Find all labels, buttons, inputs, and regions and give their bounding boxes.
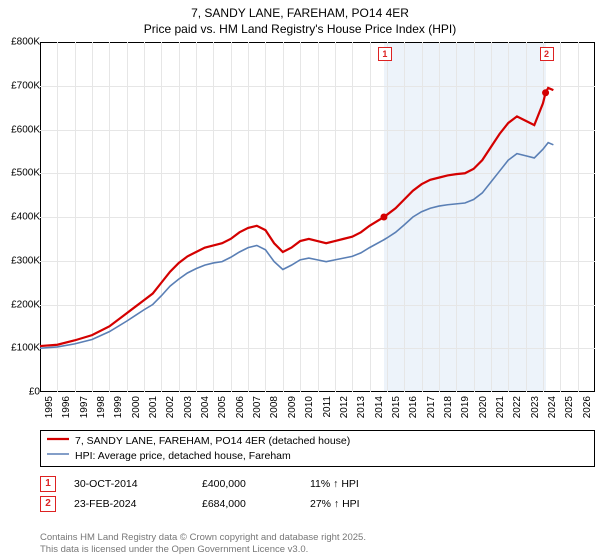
- x-tick-label: 2017: [426, 396, 437, 418]
- data-point-date: 23-FEB-2024: [74, 498, 184, 510]
- data-point-table: 1 30-OCT-2014 £400,000 11% ↑ HPI 2 23-FEB-202…: [40, 476, 595, 516]
- x-tick-label: 2023: [530, 396, 541, 418]
- data-point-row: 2 23-FEB-2024 £684,000 27% ↑ HPI: [40, 496, 595, 512]
- x-tick-label: 2021: [495, 396, 506, 418]
- legend-label: 7, SANDY LANE, FAREHAM, PO14 4ER (detach…: [75, 434, 350, 449]
- legend-item: HPI: Average price, detached house, Fare…: [47, 449, 588, 464]
- legend-swatch: [47, 434, 69, 449]
- data-point-delta: 27% ↑ HPI: [310, 498, 360, 510]
- data-point-row: 1 30-OCT-2014 £400,000 11% ↑ HPI: [40, 476, 595, 492]
- marker-label: 1: [378, 47, 392, 61]
- x-tick-label: 1997: [79, 396, 90, 418]
- y-tick-label: £800K: [11, 37, 40, 48]
- x-tick-label: 2014: [374, 396, 385, 418]
- x-tick-label: 2011: [322, 396, 333, 418]
- x-tick-label: 2018: [443, 396, 454, 418]
- x-tick-label: 2019: [460, 396, 471, 418]
- x-tick-label: 2024: [547, 396, 558, 418]
- marker-label: 1: [40, 476, 56, 492]
- y-tick-label: £400K: [11, 212, 40, 223]
- x-tick-label: 2015: [391, 396, 402, 418]
- marker-dot: [542, 89, 549, 96]
- x-tick-label: 2000: [131, 396, 142, 418]
- x-tick-label: 2006: [235, 396, 246, 418]
- x-tick-label: 2013: [356, 396, 367, 418]
- x-tick-label: 2002: [165, 396, 176, 418]
- footer-line2: This data is licensed under the Open Gov…: [40, 544, 366, 556]
- x-tick-label: 1998: [96, 396, 107, 418]
- x-tick-label: 1995: [44, 396, 55, 418]
- y-tick-label: £600K: [11, 124, 40, 135]
- x-tick-label: 2022: [512, 396, 523, 418]
- y-tick-label: £100K: [11, 343, 40, 354]
- x-tick-label: 2003: [183, 396, 194, 418]
- marker-dot: [380, 214, 387, 221]
- chart-title: 7, SANDY LANE, FAREHAM, PO14 4ER Price p…: [0, 0, 600, 37]
- series-line: [40, 88, 553, 346]
- x-tick-label: 2007: [252, 396, 263, 418]
- x-tick-label: 1999: [113, 396, 124, 418]
- x-tick-label: 2025: [564, 396, 575, 418]
- marker-label: 2: [540, 47, 554, 61]
- y-tick-label: £500K: [11, 168, 40, 179]
- x-tick-label: 2004: [200, 396, 211, 418]
- x-tick-label: 2010: [304, 396, 315, 418]
- data-point-price: £684,000: [202, 498, 292, 510]
- chart-lines: [40, 42, 595, 392]
- footer-line1: Contains HM Land Registry data © Crown c…: [40, 532, 366, 544]
- legend-swatch: [47, 449, 69, 464]
- y-tick-label: £0: [29, 387, 40, 398]
- x-tick-label: 2020: [478, 396, 489, 418]
- x-tick-label: 2012: [339, 396, 350, 418]
- legend-item: 7, SANDY LANE, FAREHAM, PO14 4ER (detach…: [47, 434, 588, 449]
- chart-area: 12: [40, 42, 595, 392]
- data-point-date: 30-OCT-2014: [74, 478, 184, 490]
- data-point-delta: 11% ↑ HPI: [310, 478, 359, 490]
- legend-label: HPI: Average price, detached house, Fare…: [75, 449, 291, 464]
- y-tick-label: £300K: [11, 255, 40, 266]
- footer: Contains HM Land Registry data © Crown c…: [40, 532, 366, 556]
- x-tick-label: 2016: [408, 396, 419, 418]
- title-line2: Price paid vs. HM Land Registry's House …: [0, 22, 600, 38]
- data-point-price: £400,000: [202, 478, 292, 490]
- x-tick-label: 2026: [582, 396, 593, 418]
- x-tick-label: 2001: [148, 396, 159, 418]
- x-tick-label: 2009: [287, 396, 298, 418]
- x-tick-label: 1996: [61, 396, 72, 418]
- legend: 7, SANDY LANE, FAREHAM, PO14 4ER (detach…: [40, 430, 595, 467]
- x-tick-label: 2005: [217, 396, 228, 418]
- title-line1: 7, SANDY LANE, FAREHAM, PO14 4ER: [0, 6, 600, 22]
- series-line: [40, 143, 553, 349]
- marker-label: 2: [40, 496, 56, 512]
- x-tick-label: 2008: [269, 396, 280, 418]
- y-tick-label: £200K: [11, 299, 40, 310]
- y-tick-label: £700K: [11, 80, 40, 91]
